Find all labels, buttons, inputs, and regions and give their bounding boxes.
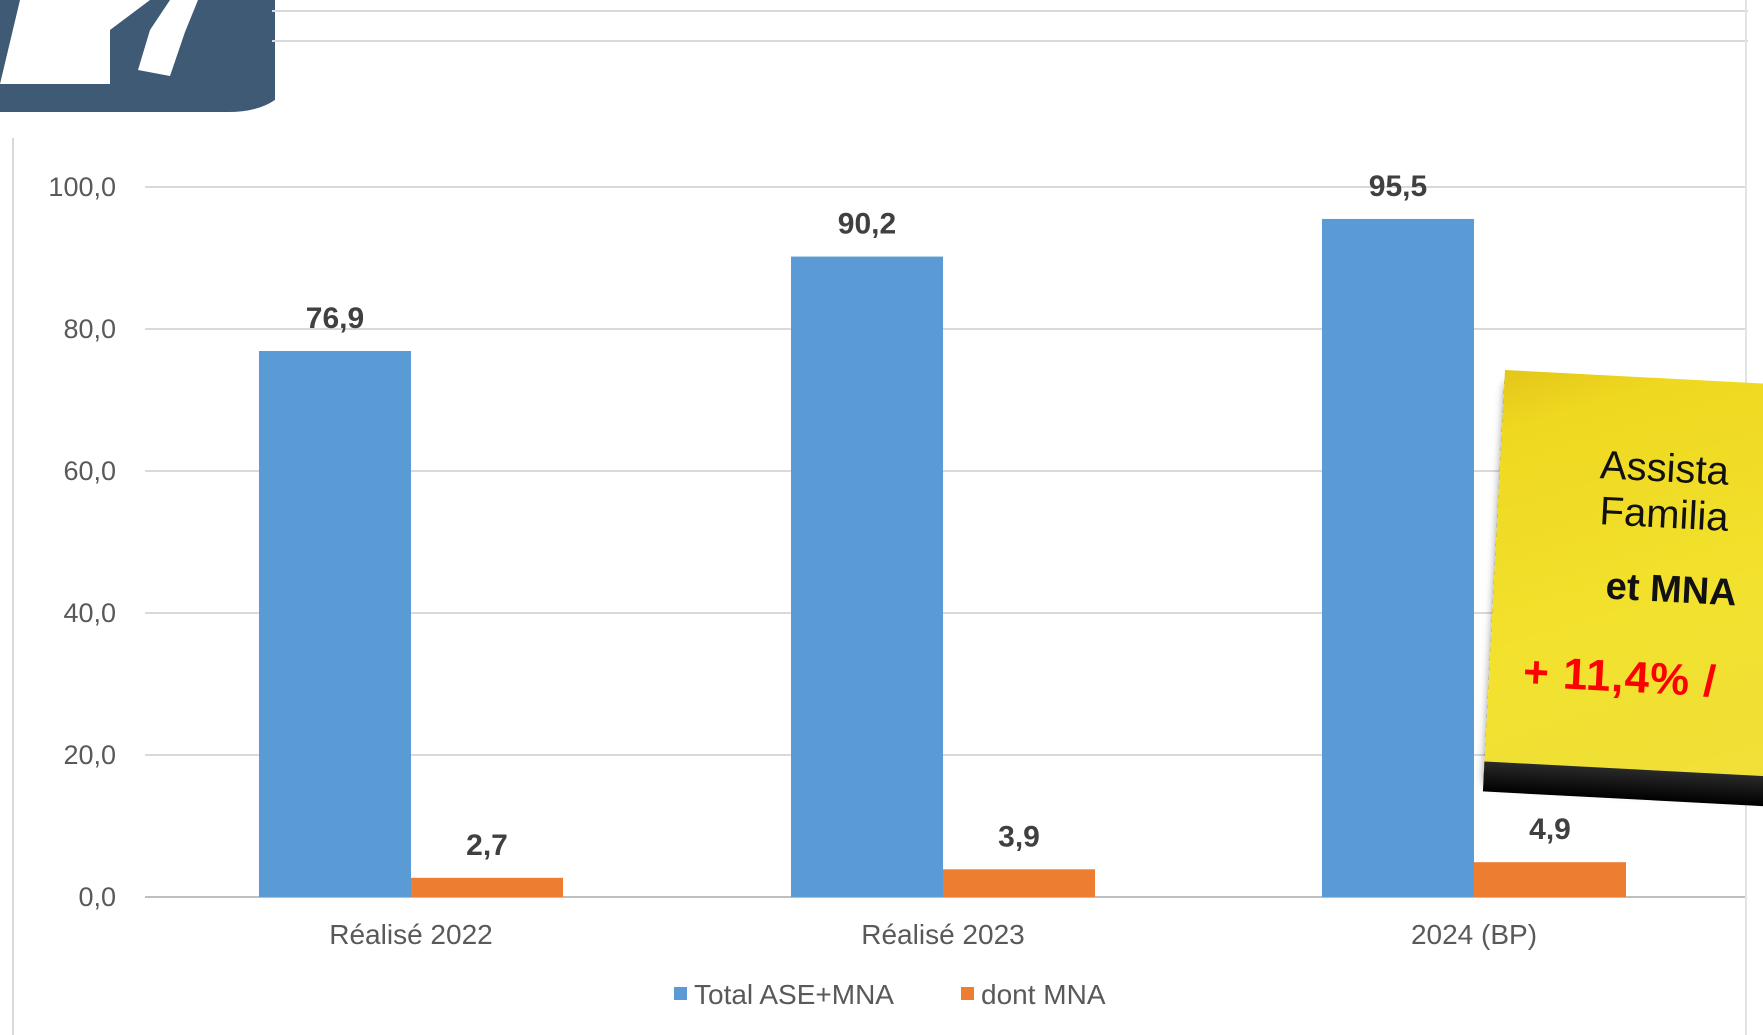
header-rule-bottom	[272, 40, 1748, 42]
header-rule-top	[272, 10, 1748, 12]
bar-dont-mna	[943, 869, 1095, 897]
legend-label: Total ASE+MNA	[694, 979, 894, 1010]
data-label: 4,9	[1529, 813, 1571, 846]
sticky-note-callout: Assista Familia et MNA + 11,4% /	[1484, 370, 1763, 787]
sticky-note-growth-rate: + 11,4% /	[1521, 647, 1718, 707]
y-tick-label: 40,0	[63, 598, 116, 628]
data-labels: 76,9 90,2 95,5 2,7 3,9 4,9	[306, 170, 1571, 862]
y-tick-label: 80,0	[63, 314, 116, 344]
y-tick-label: 100,0	[48, 172, 116, 202]
data-label: 76,9	[306, 302, 364, 335]
y-tick-label: 0,0	[78, 882, 116, 912]
bars	[259, 218, 1626, 898]
bar-dont-mna	[411, 877, 563, 897]
frame-left-border	[12, 138, 14, 1035]
legend: Total ASE+MNA dont MNA	[674, 979, 1106, 1010]
logo-icon	[0, 0, 275, 112]
sticky-note-line-1: Assista	[1599, 443, 1731, 494]
bar-total-ase-mna	[259, 351, 411, 897]
x-axis-tick-labels: Réalisé 2022 Réalisé 2023 2024 (BP)	[329, 919, 1537, 950]
data-label: 90,2	[838, 208, 896, 241]
y-axis-tick-labels: 0,0 20,0 40,0 60,0 80,0 100,0	[48, 172, 116, 912]
bar-total-ase-mna	[791, 256, 943, 898]
legend-item-dont-mna: dont MNA	[961, 979, 1106, 1010]
bar-total-ase-mna	[1322, 218, 1474, 897]
legend-label: dont MNA	[981, 979, 1106, 1010]
data-label: 2,7	[466, 829, 508, 862]
y-tick-label: 60,0	[63, 456, 116, 486]
sticky-note-line-2: Familia	[1598, 489, 1730, 540]
x-tick-label: 2024 (BP)	[1411, 919, 1537, 950]
x-tick-label: Réalisé 2022	[329, 919, 492, 950]
x-tick-label: Réalisé 2023	[861, 919, 1024, 950]
bar-dont-mna	[1474, 862, 1626, 897]
data-label: 95,5	[1369, 170, 1427, 203]
legend-swatch	[674, 987, 687, 1000]
legend-swatch	[961, 987, 974, 1000]
data-label: 3,9	[998, 820, 1040, 853]
y-tick-label: 20,0	[63, 740, 116, 770]
sticky-note-line-3: et MNA	[1604, 565, 1738, 615]
legend-item-total-ase-mna: Total ASE+MNA	[674, 979, 894, 1010]
